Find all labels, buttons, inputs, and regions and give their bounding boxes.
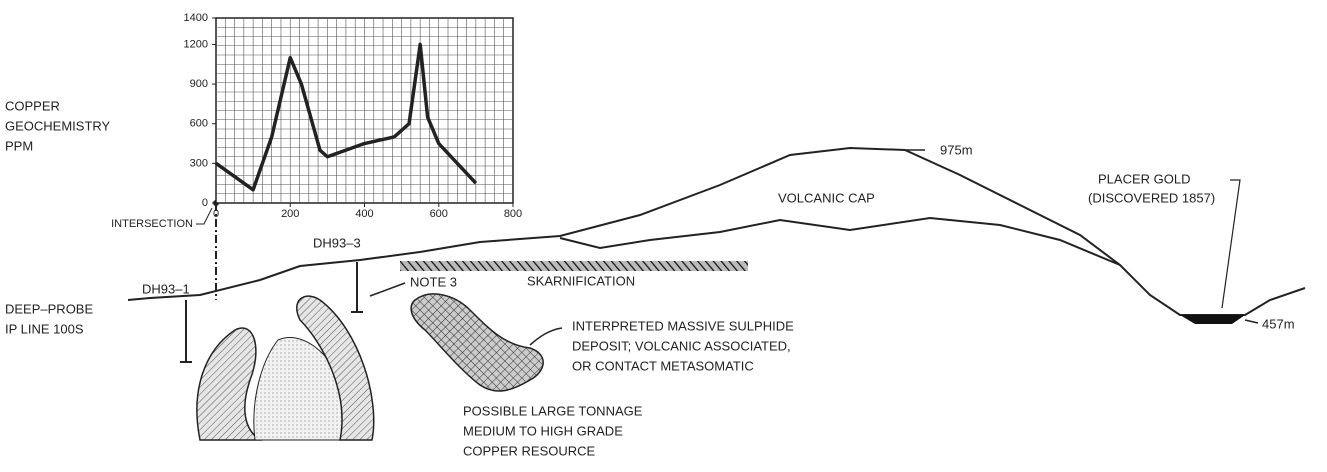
cap-label: VOLCANIC CAP — [778, 190, 875, 205]
volcanic-cap-base — [560, 218, 1120, 265]
y-tick-label: 1400 — [184, 12, 208, 24]
y-axis-label: COPPER — [5, 98, 60, 113]
sulphide-deposit — [411, 294, 543, 391]
resource-label: COPPER RESOURCE — [463, 443, 596, 458]
resource-label: POSSIBLE LARGE TONNAGE — [463, 403, 643, 418]
leader — [370, 283, 405, 296]
x-tick-label: 600 — [430, 208, 448, 220]
gold-label: (DISCOVERED 1857) — [1088, 190, 1215, 205]
y-axis-label: GEOCHEMISTRY — [5, 118, 111, 133]
diagram: INTERSECTION DH93–1 DH93–3 DEEP–PROBE IP… — [0, 0, 1327, 472]
elevation-label: 975m — [940, 142, 973, 157]
x-tick-label: 400 — [355, 208, 373, 220]
y-tick-label: 300 — [190, 157, 208, 169]
y-axis-label: PPM — [5, 138, 33, 153]
deposit-label: INTERPRETED MASSIVE SULPHIDE — [572, 318, 794, 333]
leader — [1245, 320, 1258, 323]
line-label: IP LINE 100S — [5, 321, 84, 336]
y-tick-label: 900 — [190, 78, 208, 90]
intersection-label: INTERSECTION — [111, 218, 193, 230]
x-tick-label: 800 — [504, 208, 522, 220]
x-tick-label: 200 — [281, 208, 299, 220]
drill-hole — [180, 300, 192, 362]
y-tick-label: 600 — [190, 118, 208, 130]
placer-gold — [1180, 315, 1245, 324]
leader — [1222, 180, 1240, 308]
skarn-label: SKARNIFICATION — [527, 273, 635, 288]
y-tick-label: 0 — [202, 197, 208, 209]
y-tick-label: 1200 — [184, 38, 208, 50]
drillhole-label: DH93–1 — [142, 281, 190, 296]
resource-label: MEDIUM TO HIGH GRADE — [463, 423, 623, 438]
gold-label: PLACER GOLD — [1098, 171, 1190, 186]
deposit-label: DEPOSIT; VOLCANIC ASSOCIATED, — [572, 338, 791, 353]
leader — [196, 208, 212, 224]
leader — [530, 328, 562, 345]
deposit-label: OR CONTACT METASOMATIC — [572, 358, 754, 373]
x-tick-label: 0 — [213, 208, 219, 220]
skarn-zone — [400, 261, 748, 271]
elevation-label: 457m — [1262, 316, 1295, 331]
note-label: NOTE 3 — [410, 274, 457, 289]
line-label: DEEP–PROBE — [5, 301, 93, 316]
drill-hole — [351, 262, 363, 312]
drillhole-label: DH93–3 — [313, 235, 361, 250]
intrusion-outer — [197, 328, 260, 440]
